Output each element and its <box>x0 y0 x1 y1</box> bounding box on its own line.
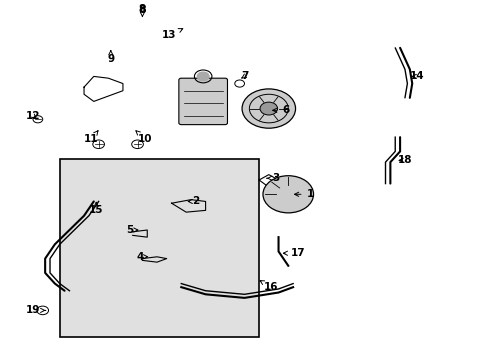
Text: 18: 18 <box>397 156 411 165</box>
Text: 8: 8 <box>138 5 146 15</box>
Text: 15: 15 <box>89 202 103 215</box>
Text: 12: 12 <box>26 111 40 121</box>
Text: 2: 2 <box>188 197 199 206</box>
Circle shape <box>263 176 313 213</box>
Text: 13: 13 <box>162 29 183 40</box>
Text: 6: 6 <box>272 105 289 115</box>
Text: 11: 11 <box>84 131 99 144</box>
Text: 4: 4 <box>136 252 147 262</box>
Text: 16: 16 <box>260 280 278 292</box>
Text: 9: 9 <box>107 50 114 64</box>
Text: 5: 5 <box>126 225 138 235</box>
Circle shape <box>197 72 208 81</box>
Text: 19: 19 <box>26 305 46 315</box>
Circle shape <box>260 102 277 115</box>
FancyBboxPatch shape <box>179 78 227 125</box>
Text: 1: 1 <box>294 189 313 199</box>
Bar <box>60 158 259 337</box>
Text: 3: 3 <box>266 173 279 183</box>
Text: 8: 8 <box>139 4 146 17</box>
Text: 14: 14 <box>409 71 424 81</box>
Text: 10: 10 <box>136 131 152 144</box>
Circle shape <box>242 89 295 128</box>
Text: 7: 7 <box>240 71 248 81</box>
Text: 17: 17 <box>283 248 305 258</box>
